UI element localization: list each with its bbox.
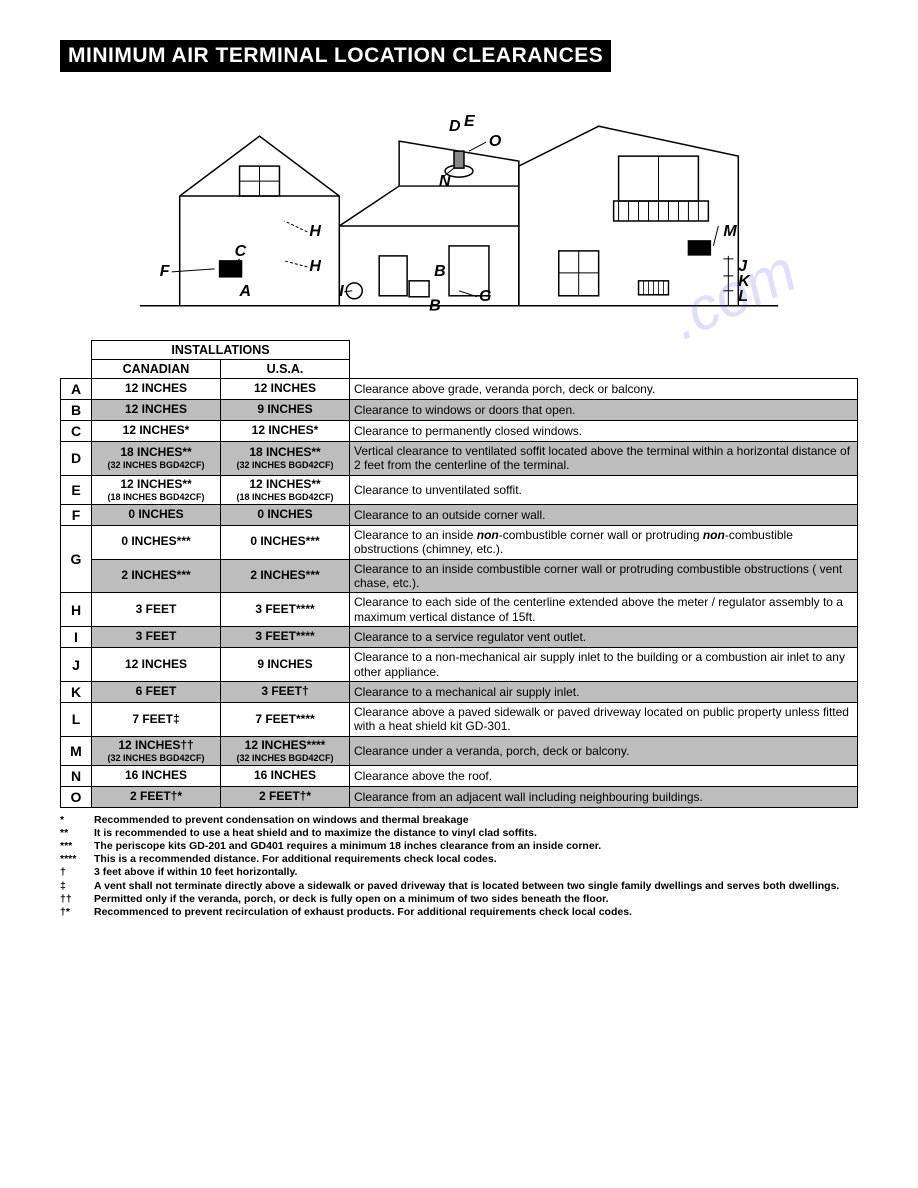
row-letter: E (61, 475, 92, 504)
val-can: 2 INCHES*** (92, 559, 221, 593)
row-letter: F (61, 504, 92, 525)
desc: Clearance above grade, veranda porch, de… (350, 379, 858, 400)
header-usa: U.S.A. (221, 360, 350, 379)
footnote-text: A vent shall not terminate directly abov… (94, 880, 839, 893)
row-letter: G (61, 525, 92, 593)
desc: Clearance to a mechanical air supply inl… (350, 682, 858, 703)
svg-text:G: G (479, 288, 491, 305)
val-can: 12 INCHES**(18 INCHES BGD42CF) (92, 475, 221, 504)
row-letter: B (61, 400, 92, 421)
desc: Clearance from an adjacent wall includin… (350, 786, 858, 807)
row-letter: A (61, 379, 92, 400)
footnote-symbol: † (60, 866, 94, 879)
desc: Clearance above a paved sidewalk or pave… (350, 703, 858, 737)
val-usa: 18 INCHES**(32 INCHES BGD42CF) (221, 442, 350, 476)
val-can: 2 FEET†* (92, 786, 221, 807)
footnote-symbol: * (60, 814, 94, 827)
svg-text:B: B (434, 263, 446, 280)
house-diagram: C F A H H I D E O N B B G M J K L (60, 76, 858, 346)
footnote-text: This is a recommended distance. For addi… (94, 853, 497, 866)
svg-text:M: M (723, 223, 737, 240)
val-usa: 3 FEET**** (221, 593, 350, 627)
val-can: 12 INCHES (92, 379, 221, 400)
footnote-text: The periscope kits GD-201 and GD401 requ… (94, 840, 601, 853)
desc: Clearance to an inside combustible corne… (350, 559, 858, 593)
footnote-symbol: **** (60, 853, 94, 866)
desc: Clearance to windows or doors that open. (350, 400, 858, 421)
desc: Clearance to permanently closed windows. (350, 421, 858, 442)
footnote-text: Recommenced to prevent recirculation of … (94, 906, 632, 919)
val-can: 6 FEET (92, 682, 221, 703)
row-letter: M (61, 736, 92, 765)
val-usa: 12 INCHES**(18 INCHES BGD42CF) (221, 475, 350, 504)
footnote-symbol: ‡ (60, 880, 94, 893)
val-usa: 12 INCHES (221, 379, 350, 400)
svg-text:B: B (429, 298, 441, 315)
val-usa: 0 INCHES*** (221, 525, 350, 559)
val-can: 0 INCHES (92, 504, 221, 525)
svg-text:L: L (738, 288, 748, 305)
val-can: 12 INCHES (92, 648, 221, 682)
row-letter: O (61, 786, 92, 807)
row-letter: H (61, 593, 92, 627)
row-letter: I (61, 627, 92, 648)
val-usa: 0 INCHES (221, 504, 350, 525)
row-letter: J (61, 648, 92, 682)
desc: Clearance to an outside corner wall. (350, 504, 858, 525)
svg-text:H: H (309, 258, 321, 275)
desc: Clearance to unventilated soffit. (350, 475, 858, 504)
footnote-symbol: †† (60, 893, 94, 906)
footnotes: *Recommended to prevent condensation on … (60, 814, 858, 919)
val-usa: 9 INCHES (221, 400, 350, 421)
svg-text:O: O (489, 133, 502, 150)
val-can: 3 FEET (92, 627, 221, 648)
val-can: 7 FEET‡ (92, 703, 221, 737)
val-usa: 16 INCHES (221, 765, 350, 786)
svg-text:D: D (449, 118, 461, 135)
val-can: 18 INCHES**(32 INCHES BGD42CF) (92, 442, 221, 476)
clearance-table: INSTALLATIONS CANADIAN U.S.A. A12 INCHES… (60, 340, 858, 808)
val-can: 16 INCHES (92, 765, 221, 786)
svg-text:E: E (464, 113, 476, 130)
val-can: 12 INCHES††(32 INCHES BGD42CF) (92, 736, 221, 765)
page-title: MINIMUM AIR TERMINAL LOCATION CLEARANCES (60, 40, 611, 72)
val-usa: 3 FEET† (221, 682, 350, 703)
val-can: 0 INCHES*** (92, 525, 221, 559)
row-letter: C (61, 421, 92, 442)
val-can: 12 INCHES* (92, 421, 221, 442)
val-can: 3 FEET (92, 593, 221, 627)
footnote-text: 3 feet above if within 10 feet horizonta… (94, 866, 297, 879)
desc: Clearance under a veranda, porch, deck o… (350, 736, 858, 765)
svg-text:A: A (239, 283, 252, 300)
val-can: 12 INCHES (92, 400, 221, 421)
desc: Clearance to a service regulator vent ou… (350, 627, 858, 648)
val-usa: 2 FEET†* (221, 786, 350, 807)
footnote-symbol: *** (60, 840, 94, 853)
desc: Clearance above the roof. (350, 765, 858, 786)
desc: Vertical clearance to ventilated soffit … (350, 442, 858, 476)
footnote-symbol: ** (60, 827, 94, 840)
footnote-symbol: †* (60, 906, 94, 919)
row-letter: L (61, 703, 92, 737)
val-usa: 12 INCHES* (221, 421, 350, 442)
header-canadian: CANADIAN (92, 360, 221, 379)
svg-text:F: F (160, 263, 171, 280)
svg-text:C: C (235, 243, 247, 260)
desc: Clearance to an inside non-combustible c… (350, 525, 858, 559)
val-usa: 7 FEET**** (221, 703, 350, 737)
desc: Clearance to each side of the centerline… (350, 593, 858, 627)
val-usa: 9 INCHES (221, 648, 350, 682)
svg-text:H: H (309, 223, 321, 240)
footnote-text: It is recommended to use a heat shield a… (94, 827, 537, 840)
val-usa: 2 INCHES*** (221, 559, 350, 593)
desc: Clearance to a non-mechanical air supply… (350, 648, 858, 682)
row-letter: D (61, 442, 92, 476)
val-usa: 3 FEET**** (221, 627, 350, 648)
svg-text:I: I (339, 283, 344, 300)
footnote-text: Permitted only if the veranda, porch, or… (94, 893, 609, 906)
row-letter: K (61, 682, 92, 703)
footnote-text: Recommended to prevent condensation on w… (94, 814, 469, 827)
row-letter: N (61, 765, 92, 786)
val-usa: 12 INCHES****(32 INCHES BGD42CF) (221, 736, 350, 765)
